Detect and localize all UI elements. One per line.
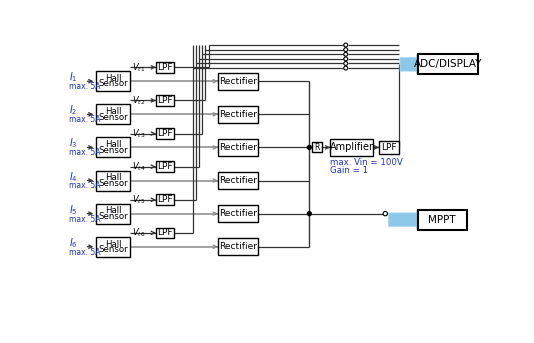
Text: LPF: LPF — [381, 143, 397, 152]
Text: Sensor: Sensor — [98, 79, 128, 88]
Text: Rectifier: Rectifier — [219, 143, 257, 152]
Bar — [330, 139, 373, 156]
Circle shape — [344, 48, 348, 51]
Circle shape — [344, 43, 348, 47]
Text: max. Vin = 100V: max. Vin = 100V — [330, 158, 403, 167]
Text: Hall: Hall — [105, 206, 122, 215]
Text: Sensor: Sensor — [98, 212, 128, 221]
Text: Rectifier: Rectifier — [219, 242, 257, 251]
Bar — [379, 141, 399, 154]
Text: $I_2$: $I_2$ — [69, 104, 77, 117]
Text: $I_4$: $I_4$ — [69, 170, 78, 184]
Text: Sensor: Sensor — [98, 245, 128, 254]
Bar — [156, 194, 175, 205]
Text: max. 5A: max. 5A — [69, 214, 100, 224]
Bar — [218, 106, 258, 123]
Text: LPF: LPF — [158, 63, 173, 72]
Bar — [218, 238, 258, 255]
Bar — [418, 54, 478, 74]
Bar — [418, 210, 467, 230]
Text: Amplifier: Amplifier — [329, 142, 374, 152]
Bar — [218, 172, 258, 189]
Text: $V_{t5}$: $V_{t5}$ — [132, 193, 145, 206]
Bar — [96, 71, 130, 91]
Text: max. 5A: max. 5A — [69, 248, 100, 257]
Circle shape — [344, 66, 348, 70]
Text: LPF: LPF — [158, 96, 173, 105]
Text: Rectifier: Rectifier — [219, 110, 257, 119]
Bar — [96, 170, 130, 191]
Bar — [96, 104, 130, 124]
Bar — [96, 237, 130, 257]
Text: LPF: LPF — [158, 129, 173, 138]
Circle shape — [383, 212, 388, 216]
Text: $I_5$: $I_5$ — [69, 203, 78, 217]
Bar — [156, 95, 175, 106]
Text: $V_{t6}$: $V_{t6}$ — [132, 227, 145, 239]
Circle shape — [344, 57, 348, 61]
Text: max. 5A: max. 5A — [69, 82, 100, 91]
Text: Hall: Hall — [105, 239, 122, 249]
Text: Rectifier: Rectifier — [219, 209, 257, 218]
Text: $I_1$: $I_1$ — [69, 70, 77, 84]
Text: Sensor: Sensor — [98, 146, 128, 155]
Bar — [218, 205, 258, 222]
Text: $I_3$: $I_3$ — [69, 137, 78, 151]
Text: Gain = 1: Gain = 1 — [330, 166, 368, 175]
Bar — [312, 142, 321, 152]
Text: Hall: Hall — [105, 107, 122, 116]
Text: MPPT: MPPT — [428, 215, 456, 225]
Text: ADC/DISPLAY: ADC/DISPLAY — [414, 59, 482, 69]
Circle shape — [344, 52, 348, 56]
Text: LPF: LPF — [158, 162, 173, 171]
FancyArrow shape — [388, 210, 427, 229]
Bar — [156, 227, 175, 238]
Text: Rectifier: Rectifier — [219, 176, 257, 185]
Bar — [96, 204, 130, 224]
Text: max. 5A: max. 5A — [69, 148, 100, 157]
Text: LPF: LPF — [158, 195, 173, 204]
Circle shape — [344, 61, 348, 66]
Text: Rectifier: Rectifier — [219, 77, 257, 86]
Text: $V_{t3}$: $V_{t3}$ — [132, 127, 145, 140]
Text: max. 5A: max. 5A — [69, 115, 100, 124]
Text: $I_6$: $I_6$ — [69, 236, 78, 250]
Circle shape — [308, 145, 311, 149]
Text: $V_{t2}$: $V_{t2}$ — [132, 94, 145, 107]
Bar — [96, 138, 130, 157]
Text: Hall: Hall — [105, 140, 122, 149]
Text: Sensor: Sensor — [98, 113, 128, 121]
FancyArrow shape — [400, 55, 427, 74]
Text: Sensor: Sensor — [98, 179, 128, 188]
Bar — [218, 139, 258, 156]
Text: Hall: Hall — [105, 74, 122, 83]
Text: $V_{t4}$: $V_{t4}$ — [132, 161, 145, 173]
Text: LPF: LPF — [158, 228, 173, 237]
Bar — [156, 161, 175, 172]
Bar — [156, 128, 175, 139]
Text: $V_{t1}$: $V_{t1}$ — [132, 61, 145, 74]
Text: R: R — [314, 143, 319, 152]
Bar — [156, 62, 175, 73]
Circle shape — [308, 212, 311, 215]
Text: max. 5A: max. 5A — [69, 181, 100, 190]
Bar — [218, 73, 258, 90]
Text: Hall: Hall — [105, 173, 122, 182]
